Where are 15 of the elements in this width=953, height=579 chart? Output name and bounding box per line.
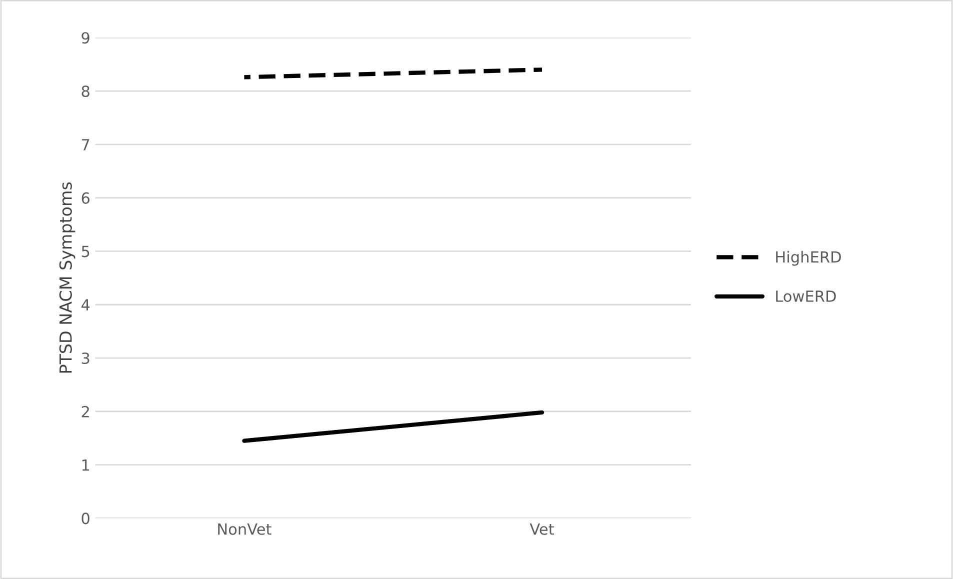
y-tick-label: 5 (82, 246, 90, 258)
y-tick-label: 4 (81, 299, 90, 310)
y-axis-title: PTSD NACM Symptoms (59, 182, 76, 373)
y-tick-label: 8 (82, 85, 90, 98)
x-tick-label: Vet (530, 524, 554, 535)
x-tick-label: NonVet (218, 524, 272, 535)
y-tick-label: 3 (82, 352, 90, 364)
y-tick-label: 0 (82, 512, 90, 524)
y-tick-label: 1 (82, 459, 90, 471)
legend-label: HighERD (776, 250, 841, 266)
y-tick-label: 6 (82, 192, 90, 204)
y-tick-label: 9 (82, 32, 90, 44)
y-tick-label: 2 (82, 406, 89, 418)
legend-label: LowERD (776, 290, 836, 302)
y-tick-label: 7 (82, 139, 90, 150)
